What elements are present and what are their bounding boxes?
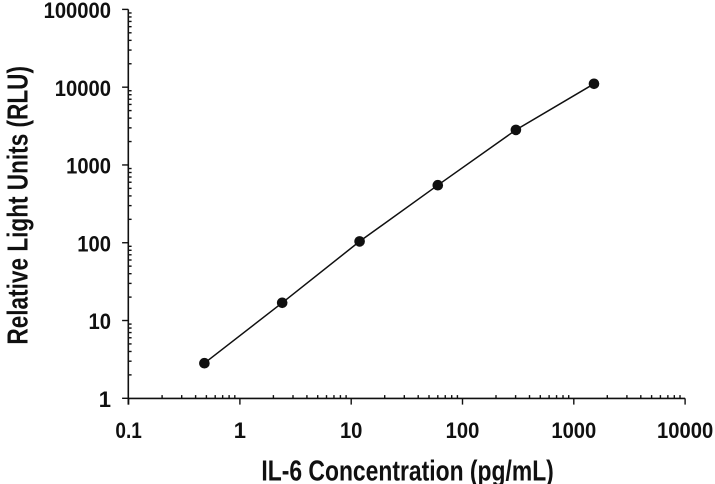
svg-text:10000: 10000 (55, 76, 111, 101)
svg-text:1000: 1000 (66, 154, 111, 179)
svg-text:10000: 10000 (657, 418, 713, 443)
svg-text:1000: 1000 (551, 418, 596, 443)
svg-text:100: 100 (446, 418, 480, 443)
svg-text:100: 100 (77, 231, 111, 256)
svg-text:10: 10 (340, 418, 363, 443)
svg-text:100000: 100000 (44, 0, 111, 23)
svg-text:10: 10 (89, 309, 112, 334)
svg-text:1: 1 (99, 387, 111, 412)
svg-text:0.1: 0.1 (115, 418, 141, 443)
svg-text:Relative Light Units (RLU): Relative Light Units (RLU) (3, 66, 35, 345)
svg-text:IL-6 Concentration (pg/mL): IL-6 Concentration (pg/mL) (261, 456, 553, 484)
svg-text:1: 1 (234, 418, 246, 443)
